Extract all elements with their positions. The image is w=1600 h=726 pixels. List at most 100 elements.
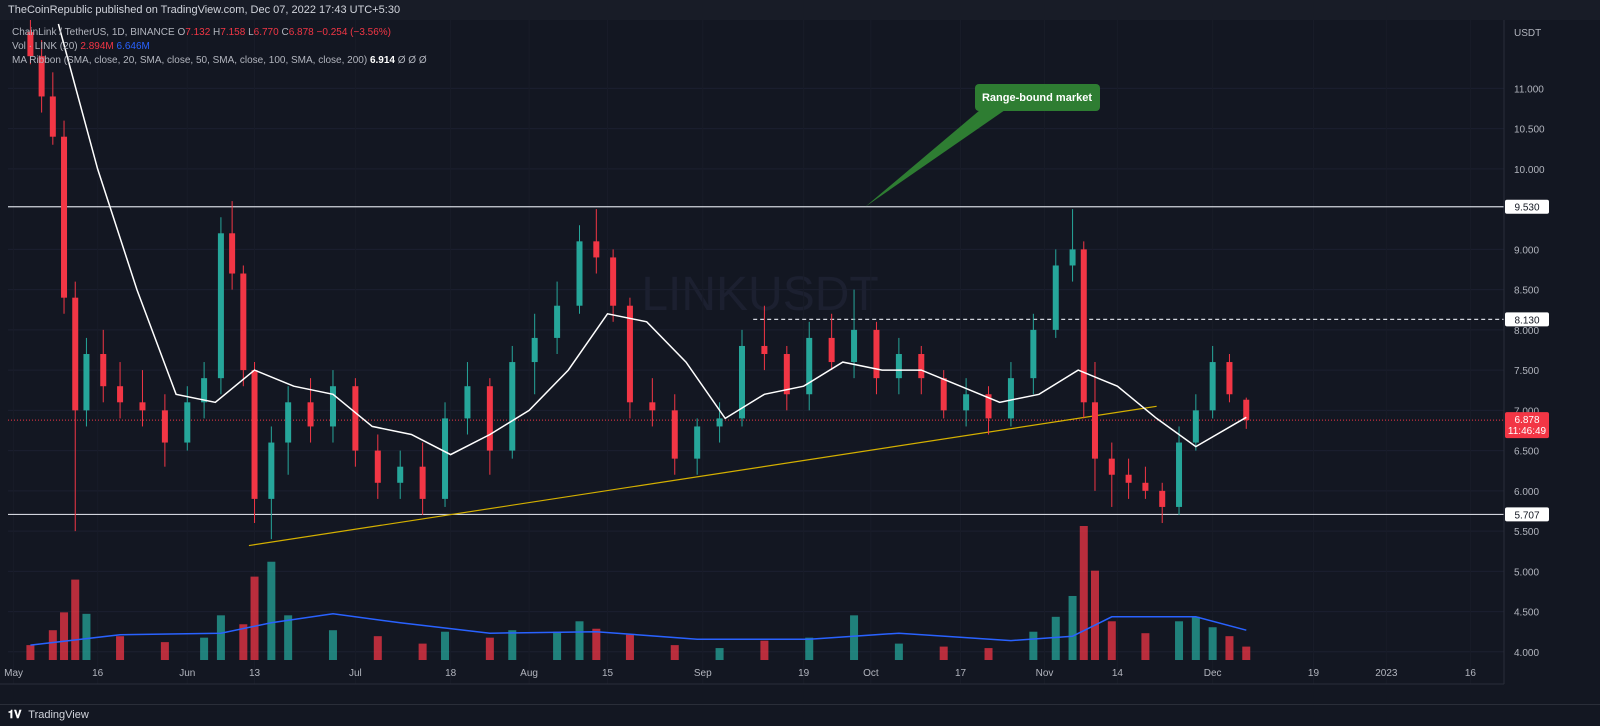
candle-body: [1052, 265, 1059, 330]
candle-body: [251, 370, 258, 499]
legend-open-label: O: [177, 27, 186, 38]
legend-volume-label[interactable]: Vol · LINK (20): [12, 41, 78, 52]
candle-body: [419, 466, 426, 499]
volume-bar: [250, 576, 259, 660]
volume-bar: [216, 615, 225, 660]
candle-body: [161, 410, 168, 443]
volume-bar: [116, 636, 125, 660]
candle-body: [1209, 362, 1216, 411]
volume-bar: [850, 615, 859, 660]
volume-bar: [894, 643, 903, 660]
price-tick-label: 10.500: [1514, 125, 1545, 136]
legend-volume-value: 2.894M: [80, 41, 114, 52]
volume-bar: [984, 648, 993, 660]
volume-bar: [1175, 621, 1184, 660]
legend-ma-label[interactable]: MA Ribbon (SMA, close, 20, SMA, close, 5…: [12, 55, 368, 66]
trendline-layer: [248, 405, 1157, 547]
countdown-value: 11:46:49: [1508, 426, 1547, 437]
candle-body: [307, 402, 314, 427]
volume-bar: [592, 628, 601, 660]
level-badge: [1505, 199, 1549, 214]
ma-ribbon-layer: [57, 23, 1247, 456]
candle-body: [531, 337, 538, 363]
volume-bar: [200, 637, 209, 660]
legend-close-label: C: [281, 27, 289, 38]
candle-body: [1226, 362, 1233, 395]
legend-symbol-row: ChainLink / TetherUS, 1D, BINANCE O7.132…: [12, 26, 427, 40]
publisher-text: TheCoinRepublic published on TradingView…: [8, 4, 401, 16]
volume-bar: [328, 630, 337, 660]
legend-open: 7.132: [185, 27, 211, 38]
volume-bar: [239, 624, 248, 660]
volume-bar: [1107, 621, 1116, 660]
candle-body: [593, 241, 600, 258]
volume-bar: [1079, 526, 1088, 660]
volume-bar: [553, 631, 562, 660]
time-tick-label: 19: [798, 668, 810, 679]
candle-body: [1159, 490, 1166, 507]
legend-ma-row: MA Ribbon (SMA, close, 20, SMA, close, 5…: [12, 54, 427, 68]
candle-body: [738, 345, 745, 419]
time-tick-label: Jun: [179, 668, 195, 679]
watermark-symbol: LINKUSDT: [641, 268, 878, 321]
candle-body: [671, 410, 678, 459]
candle-body: [329, 386, 336, 427]
volume-bar: [508, 630, 517, 660]
legend-change: −0.254 (−3.56%): [316, 27, 392, 38]
time-tick-label: 17: [955, 668, 967, 679]
level-badge: [1505, 312, 1549, 327]
time-tick-label: 16: [1465, 668, 1477, 679]
annotation-box[interactable]: [975, 84, 1100, 111]
volume-bar: [485, 637, 494, 660]
candle-body: [610, 257, 617, 306]
candle-body: [806, 337, 813, 395]
legend-symbol[interactable]: ChainLink / TetherUS, 1D, BINANCE: [12, 27, 175, 38]
price-tick-label: 8.000: [1514, 326, 1539, 337]
candle-body: [49, 96, 56, 137]
candle-body: [1069, 249, 1076, 266]
candle-body: [1007, 378, 1014, 419]
candle-body: [268, 442, 275, 499]
price-chart[interactable]: LINKUSDT Range-bound market USDT 11.0001…: [0, 20, 1600, 704]
candle-body: [285, 402, 292, 443]
currency-label: USDT: [1514, 28, 1541, 39]
candle-body: [694, 426, 701, 459]
level-badge-label: 9.530: [1514, 203, 1539, 214]
level-badge-label: 5.707: [1514, 510, 1539, 521]
legend-ma-nulls: Ø Ø Ø: [397, 55, 427, 66]
volume-bar: [48, 630, 57, 660]
price-tick-label: 10.000: [1514, 165, 1545, 176]
legend-volume-row: Vol · LINK (20) 2.894M 6.646M: [12, 40, 427, 54]
candle-body: [352, 386, 359, 451]
candle-body: [1243, 399, 1250, 421]
time-tick-label: Nov: [1036, 668, 1054, 679]
price-tick-label: 4.000: [1514, 648, 1539, 659]
price-tick-label: 7.500: [1514, 366, 1539, 377]
volume-bar: [1051, 616, 1060, 660]
legend-ma-value: 6.914: [369, 55, 395, 66]
time-tick-label: Dec: [1204, 668, 1222, 679]
footer-brand[interactable]: TradingView: [28, 709, 89, 721]
volume-bar: [939, 646, 948, 660]
candles-layer: [27, 20, 1250, 540]
time-tick-label: 13: [249, 668, 261, 679]
price-axis[interactable]: 11.000 10.500 10.000 9.000 8.500 8.000 7.500 7.…: [1514, 84, 1545, 658]
volume-bar: [267, 561, 276, 660]
candle-body: [38, 56, 45, 97]
candle-body: [895, 354, 902, 379]
candle-body: [1142, 482, 1149, 491]
candle-body: [486, 386, 493, 451]
volume-bar: [1208, 627, 1217, 660]
candle-body: [464, 386, 471, 419]
candle-body: [940, 378, 947, 411]
candle-body: [201, 378, 208, 403]
candle-body: [229, 233, 236, 274]
volume-bar: [160, 642, 169, 660]
time-axis[interactable]: May 16 Jun 13 Jul 18 Aug 15 Sep 19 Oct 17 Nov 14 Dec 19…: [4, 668, 1476, 679]
tradingview-logo-icon[interactable]: 𝟏𝐕: [8, 709, 22, 721]
volume-bar: [1242, 646, 1251, 660]
time-tick-label: Jul: [349, 668, 362, 679]
price-tick-label: 4.500: [1514, 608, 1539, 619]
volume-ma-layer: [30, 613, 1247, 646]
candle-body: [649, 402, 656, 411]
